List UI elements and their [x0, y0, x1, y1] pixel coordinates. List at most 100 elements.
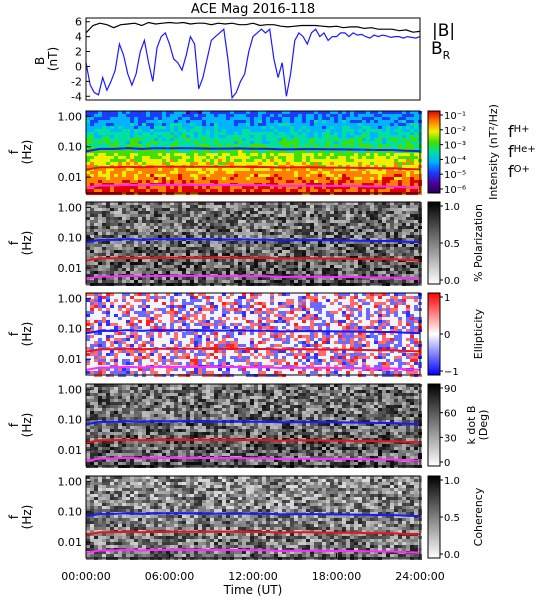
gyrofrequency-lines — [85, 238, 421, 280]
legend-sub: O+ — [514, 164, 530, 175]
legend-sub: He+ — [514, 144, 536, 155]
y-axis-label-line2: (Hz) — [20, 413, 34, 438]
x-tick-label: 18:00:00 — [312, 570, 361, 583]
gyrofrequency-line-o-plus — [85, 548, 421, 554]
y-axis-label-line2: (nT) — [46, 47, 60, 71]
legend-name: f — [508, 162, 514, 181]
spectrogram — [86, 202, 422, 286]
colorbar-tick-label: 90 — [444, 384, 457, 395]
y-tick-label: 6 — [75, 16, 82, 29]
colorbar-tick-label: 1 — [444, 293, 450, 304]
plot-area — [86, 18, 420, 100]
colorbar — [427, 201, 441, 285]
series-line-total-b — [85, 21, 421, 34]
chart-title: ACE Mag 2016-118 — [191, 2, 315, 17]
series-lines — [85, 21, 421, 100]
y-tick-label: 0.01 — [58, 444, 83, 457]
y-axis-label-line1: B — [33, 57, 47, 65]
legend-sub: H+ — [514, 124, 530, 135]
y-tick-label: -4 — [71, 90, 82, 103]
y-axis-label-line1: f — [7, 514, 21, 519]
colorbar-tick-label: 60 — [444, 409, 457, 420]
colorbar-label-line2: (Deg) — [477, 410, 490, 441]
y-axis-label-line1: f — [7, 331, 21, 336]
y-tick-label: -2 — [71, 75, 82, 88]
legend-total-b: |B| — [432, 21, 455, 41]
y-axis-label: f(Hz) — [7, 505, 34, 530]
colorbar-label-line1: Intensity (nT²/Hz) — [487, 104, 500, 200]
gyrofrequency-line-h-plus — [85, 512, 421, 518]
spectrogram — [86, 384, 422, 468]
spectrogram — [86, 111, 422, 195]
gyrofrequency-line-h-plus — [85, 238, 421, 244]
y-tick-label: 0 — [75, 60, 82, 73]
panel-ellipticity: 1.00 0.10 0.01 f(Hz) 1 0 −1 Ellipticity — [7, 292, 485, 378]
colorbar-label: Intensity (nT²/Hz) — [487, 104, 500, 200]
y-tick-label: 0.10 — [58, 323, 83, 336]
y-axis-label: f(Hz) — [7, 413, 34, 438]
colorbar-label: % Polarization — [472, 204, 485, 282]
y-tick-label: 0.10 — [58, 232, 83, 245]
colorbar — [427, 383, 441, 467]
colorbar-tick-label: 10⁻⁴ — [444, 155, 466, 166]
gyrofrequency-line-o-plus — [85, 365, 421, 371]
legend-he-plus: fHe+ — [508, 142, 536, 161]
gyrofrequency-lines — [85, 329, 421, 371]
y-tick-label: 0.01 — [58, 171, 83, 184]
spectrogram — [86, 293, 422, 377]
gyrofrequency-line-he-plus — [85, 347, 421, 353]
gyrofrequency-line-o-plus — [85, 183, 421, 189]
plot-frame — [85, 383, 421, 467]
panel-polarization: 1.00 0.10 0.01 f(Hz) 1.0 0.5 0.0 % Polarization — [7, 201, 485, 287]
colorbar-label: Coherency — [472, 487, 485, 546]
y-tick-label: 2 — [75, 46, 82, 59]
colorbar-tick-label: 0.0 — [444, 276, 460, 287]
gyrofrequency-line-h-plus — [85, 329, 421, 335]
colorbar — [427, 292, 441, 376]
y-tick-label: 0.10 — [58, 414, 83, 427]
colorbar-label: Ellipticity — [472, 308, 485, 359]
y-axis-label-line1: f — [7, 149, 21, 154]
y-axis-label: f(Hz) — [7, 140, 34, 165]
y-axis-label-line2: (Hz) — [20, 231, 34, 256]
y-axis-label-line2: (Hz) — [20, 322, 34, 347]
colorbar-tick-label: 10⁻⁶ — [444, 185, 466, 196]
legend-br-name: B — [431, 39, 443, 59]
y-axis-label-line2: (Hz) — [20, 140, 34, 165]
colorbar-tick-label: 30 — [444, 433, 457, 444]
x-tick-label: 24:00:00 — [395, 570, 444, 583]
gyrofrequency-lines — [85, 420, 421, 462]
colorbar-tick-label: 0 — [444, 330, 450, 341]
y-tick-label: 0.01 — [58, 262, 83, 275]
x-axis-label: Time (UT) — [223, 583, 283, 597]
y-tick-label: 0.10 — [58, 141, 83, 154]
panel-coherency: 1.00 0.10 0.01 f(Hz) 1.0 0.5 0.0 Coherency — [7, 475, 485, 561]
y-axis-label-line1: f — [7, 240, 21, 245]
colorbar-tick-label: 0.5 — [444, 239, 460, 250]
y-tick-label: 1.00 — [58, 292, 83, 305]
colorbar-tick-label: 1.0 — [444, 202, 460, 213]
x-tick-label: 00:00:00 — [61, 570, 110, 583]
y-tick-label: 1.00 — [58, 110, 83, 123]
colorbar-label-line1: Ellipticity — [472, 308, 485, 359]
legend-h-plus: fH+ — [508, 122, 530, 141]
colorbar-tick-label: 0 — [444, 458, 450, 469]
y-tick-label: 4 — [75, 31, 82, 44]
x-axis: Time (UT) 00:00:00 06:00:00 12:00:00 18:00:… — [61, 553, 445, 597]
colorbar-tick-label: 10⁻⁵ — [444, 170, 466, 181]
colorbar — [427, 475, 441, 559]
gyrofrequency-line-h-plus — [85, 420, 421, 426]
y-tick-label: 0.01 — [58, 353, 83, 366]
y-tick-label: 0.10 — [58, 506, 83, 519]
legend-name: f — [508, 122, 514, 141]
gyrofrequency-line-he-plus — [85, 256, 421, 262]
x-tick-label: 12:00:00 — [228, 570, 277, 583]
panel-k-dot-b: 1.00 0.10 0.01 f(Hz) 90 60 30 0 k dot B(Deg) — [7, 383, 490, 469]
gyrofrequency-line-he-plus — [85, 438, 421, 444]
plot-frame — [85, 292, 421, 376]
colorbar-tick-label: 10⁻² — [444, 126, 466, 137]
colorbar-tick-label: 1.0 — [444, 476, 460, 487]
plot-frame — [85, 110, 421, 194]
